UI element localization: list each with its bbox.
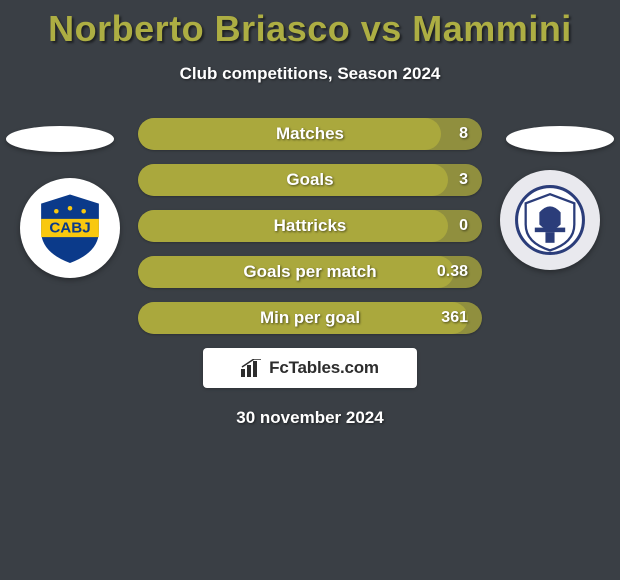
brand-box: FcTables.com bbox=[203, 348, 417, 388]
stat-bar-label: Hattricks bbox=[274, 216, 347, 236]
stat-bar: Min per goal 361 bbox=[138, 302, 482, 334]
decor-ellipse-right bbox=[506, 126, 614, 152]
stat-bar-label: Min per goal bbox=[260, 308, 360, 328]
stat-bar-value: 8 bbox=[459, 125, 468, 143]
brand-text: FcTables.com bbox=[269, 358, 379, 378]
stat-bar-value: 361 bbox=[441, 309, 468, 327]
stat-bar: Hattricks 0 bbox=[138, 210, 482, 242]
decor-ellipse-left bbox=[6, 126, 114, 152]
stat-bar-value: 3 bbox=[459, 171, 468, 189]
comparison-infographic: Norberto Briasco vs Mammini Club competi… bbox=[0, 0, 620, 580]
boca-juniors-crest: CABJ bbox=[20, 178, 120, 278]
gimnasia-crest bbox=[500, 170, 600, 270]
stat-bar-value: 0.38 bbox=[437, 263, 468, 281]
svg-text:CABJ: CABJ bbox=[49, 220, 90, 237]
stat-bar: Goals 3 bbox=[138, 164, 482, 196]
page-title: Norberto Briasco vs Mammini bbox=[0, 0, 620, 50]
gimnasia-shield-icon bbox=[512, 182, 588, 258]
bar-chart-icon bbox=[241, 359, 263, 377]
page-subtitle: Club competitions, Season 2024 bbox=[0, 64, 620, 84]
stat-bar: Matches 8 bbox=[138, 118, 482, 150]
stat-bars: Matches 8 Goals 3 Hattricks 0 Goals per match 0… bbox=[138, 118, 482, 334]
date-text: 30 november 2024 bbox=[0, 408, 620, 428]
stat-bar-value: 0 bbox=[459, 217, 468, 235]
stat-bar-label: Goals per match bbox=[243, 262, 376, 282]
stat-bar: Goals per match 0.38 bbox=[138, 256, 482, 288]
stat-bar-label: Goals bbox=[286, 170, 333, 190]
stat-bar-label: Matches bbox=[276, 124, 344, 144]
boca-shield-icon: CABJ bbox=[32, 190, 108, 266]
